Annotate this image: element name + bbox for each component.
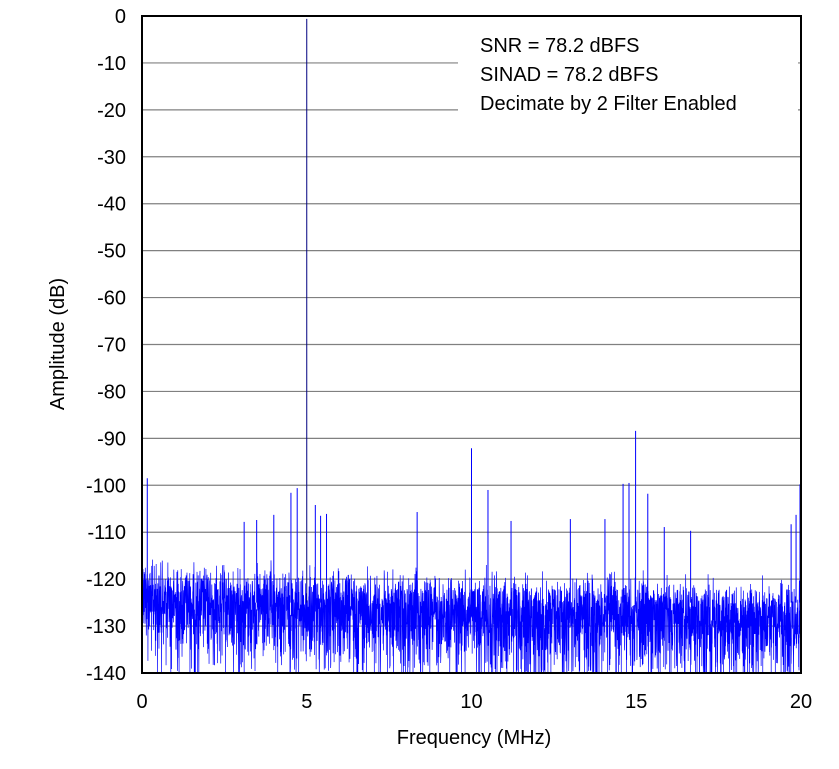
y-tick-label: -100 — [86, 475, 126, 497]
y-tick-label: -30 — [97, 147, 126, 169]
x-axis-ticks: 0 5 10 15 20 — [136, 691, 812, 713]
y-tick-label: -60 — [97, 288, 126, 310]
y-tick-label: -50 — [97, 241, 126, 263]
y-tick-label: -90 — [97, 428, 126, 450]
plot-frame — [141, 15, 802, 674]
y-tick-label: -80 — [97, 381, 126, 403]
y-tick-label: -40 — [97, 194, 126, 216]
annotation-background — [458, 26, 798, 118]
x-tick-label: 10 — [460, 691, 482, 713]
y-axis-ticks: 0 -10 -20 -30 -40 -50 -60 -70 -80 -90 -100 -110 -120… — [86, 6, 126, 685]
x-tick-label: 0 — [136, 691, 147, 713]
y-tick-label: 0 — [115, 6, 126, 28]
y-tick-label: -20 — [97, 100, 126, 122]
y-tick-label: -70 — [97, 335, 126, 357]
annotation-filter: Decimate by 2 Filter Enabled — [480, 93, 737, 115]
x-axis-title: Frequency (MHz) — [397, 727, 551, 749]
noise-floor-trace — [141, 559, 802, 674]
y-tick-label: -140 — [86, 663, 126, 685]
y-tick-label: -10 — [97, 53, 126, 75]
y-tick-label: -130 — [86, 616, 126, 638]
annotation-snr: SNR = 78.2 dBFS — [480, 35, 640, 57]
y-axis-title: Amplitude (dB) — [47, 278, 69, 410]
y-tick-label: -110 — [87, 522, 126, 544]
annotation-sinad: SINAD = 78.2 dBFS — [480, 64, 658, 86]
x-tick-label: 15 — [625, 691, 647, 713]
x-tick-label: 20 — [790, 691, 812, 713]
y-tick-label: -120 — [86, 569, 126, 591]
x-tick-label: 5 — [301, 691, 312, 713]
